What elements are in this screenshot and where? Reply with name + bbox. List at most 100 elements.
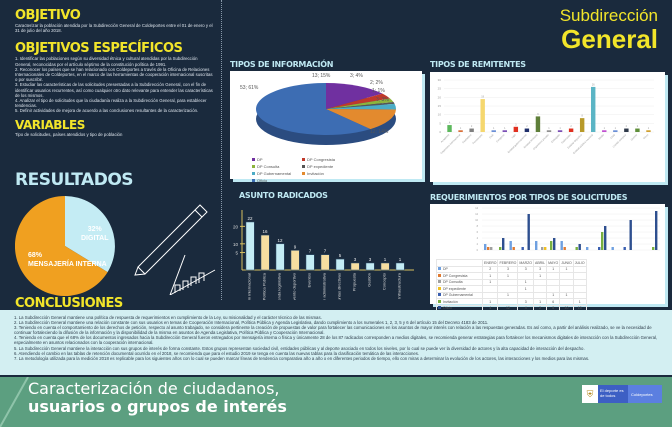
bar xyxy=(655,211,658,250)
legend-label: Oficio xyxy=(257,178,268,183)
legend-item: DP Gubernamental xyxy=(252,171,302,176)
left-column: OBJETIVO Caracterizar la población atend… xyxy=(0,0,222,300)
x-tick-label: Gremio xyxy=(630,133,638,141)
requerimientos-table: ENERO FEBRERO MARZO ABRIL MAYO JUNIO JULIO DP 2 3… xyxy=(436,259,587,312)
tipos-remitentes-bar-chart: 0 5 10 15 20 25 30 4 Academia 1 Organismo internac… xyxy=(438,78,654,155)
data-label: 3 xyxy=(369,257,372,262)
y-tick-label: 14 xyxy=(475,207,478,210)
y-tick-label: 5 xyxy=(439,121,441,125)
data-label: 3 xyxy=(515,123,517,126)
data-label: 1 xyxy=(604,127,606,130)
legend-swatch xyxy=(252,158,255,161)
data-label: 9 xyxy=(537,113,539,116)
objetivo-item: 1. Identificar las poblaciones según su … xyxy=(15,56,198,67)
data-label: 1 xyxy=(493,127,495,130)
legend-item: Oficio xyxy=(252,178,302,183)
x-tick-label: Agenda legislativa xyxy=(277,272,282,300)
bar xyxy=(546,130,552,132)
data-label: 12 xyxy=(278,238,284,243)
y-tick-label: 8 xyxy=(477,225,479,228)
y-tick-label: 30 xyxy=(438,78,442,82)
legend-swatch xyxy=(438,267,441,271)
pie-slice xyxy=(326,102,395,109)
bar xyxy=(575,247,578,250)
bar xyxy=(611,247,614,250)
coat-of-arms-icon: ⛨ xyxy=(582,385,598,403)
data-label: 19 xyxy=(481,96,484,99)
resultados-title: RESULTADOS xyxy=(15,170,134,190)
bar xyxy=(509,241,512,250)
pie-data-label: 53; 61% xyxy=(240,85,259,91)
legend-swatch xyxy=(438,306,441,310)
bar xyxy=(624,128,629,132)
legend-label: DP Consulta xyxy=(257,164,280,169)
legend-swatch xyxy=(438,299,441,303)
x-tick-label: Gestión xyxy=(367,273,372,287)
pie-slice xyxy=(326,109,396,130)
bar xyxy=(578,244,581,250)
data-label: 2 xyxy=(471,125,473,128)
bar xyxy=(527,214,530,250)
data-label: 2 xyxy=(570,125,572,128)
x-tick-label: Infraestructura xyxy=(397,272,402,299)
conclusion-item: 4. Teniendo en cuenta que el 68% de los … xyxy=(14,335,658,346)
bar xyxy=(469,128,474,132)
legend-swatch xyxy=(438,273,441,277)
legend-label: DP expediente xyxy=(307,164,334,169)
bar xyxy=(586,247,589,250)
legend-swatch xyxy=(252,172,255,175)
bar xyxy=(635,128,640,132)
conclusion-item: 3. Teniendo en cuenta el comportamiento … xyxy=(14,325,652,336)
requerimientos-title: REQUERIMIENTOS POR TIPOS DE SOLICITUDES xyxy=(430,193,628,202)
legend-label: DP Congresista xyxy=(307,157,335,162)
logo-coldeportes: Coldeportes xyxy=(628,385,662,403)
conclusion-item: 5. La Subdirección General mantiene la i… xyxy=(14,345,585,351)
series-label: DP xyxy=(443,267,448,272)
conclusion-item: 7. La metodología utilizada para la medi… xyxy=(14,355,590,361)
data-label: 1 xyxy=(504,127,506,130)
bar xyxy=(535,116,541,132)
bar xyxy=(499,247,502,250)
bar xyxy=(560,241,563,250)
series-label: Oficio xyxy=(443,306,452,311)
footer-banner: Caracterización de ciudadanos, usuarios … xyxy=(0,377,672,427)
y-tick-label: 10 xyxy=(438,113,442,117)
data-label: 2 xyxy=(637,125,639,128)
y-tick-label: 10 xyxy=(475,219,478,222)
data-label: 26 xyxy=(592,83,595,86)
digital-label: 32% DIGITAL xyxy=(81,226,109,242)
bar xyxy=(487,247,490,250)
pie-data-label: 3; 4% xyxy=(350,73,363,79)
y-tick-label: 0 xyxy=(477,249,479,252)
variables-text: Tipo de solicitudes, países atendidos y … xyxy=(15,131,123,137)
bar xyxy=(557,130,563,132)
x-tick-label: Otros xyxy=(643,133,650,140)
objetivo-text: Caracterizar la población atendida por l… xyxy=(15,23,213,34)
x-tick-label: Federación xyxy=(561,133,572,144)
x-tick-label: Política Pública xyxy=(262,272,267,300)
data-label: 2 xyxy=(626,125,628,128)
objetivo-item: 2. Reconocer los países que se han relac… xyxy=(15,66,213,83)
data-label: 22 xyxy=(248,216,254,221)
mensajeria-label: 68% MENSAJERÍA INTERNA xyxy=(28,252,107,268)
series-label: DP Congresista xyxy=(443,273,468,278)
table-row: DP Congresista 1 1 1 xyxy=(436,272,587,280)
pie-data-label: 13; 15% xyxy=(312,73,331,79)
y-tick-label: 20 xyxy=(438,95,442,99)
bar xyxy=(490,247,493,250)
bar xyxy=(275,243,285,271)
pie-data-label: 1; 1% xyxy=(372,88,385,94)
bar xyxy=(260,234,270,271)
logo-deporte: El deporte es de todos xyxy=(598,385,628,403)
table-header-row: ENERO FEBRERO MARZO ABRIL MAYO JUNIO JULIO xyxy=(436,259,587,267)
bar xyxy=(544,247,547,250)
x-tick-label: Eventos xyxy=(307,273,312,287)
requerimientos-card: 0 2 4 6 8 10 12 14 ENERO FEBRERO MARZO ABRIL MAYO JU… xyxy=(430,204,665,312)
x-tick-label: Concepto xyxy=(382,272,387,290)
pie-slice xyxy=(255,83,371,135)
x-tick-label: Entidad pública nacional xyxy=(573,133,595,155)
bar xyxy=(613,130,618,132)
bar xyxy=(447,125,452,132)
y-tick-label: 15 xyxy=(438,104,442,108)
x-tick-label: Funcionario xyxy=(472,133,484,145)
